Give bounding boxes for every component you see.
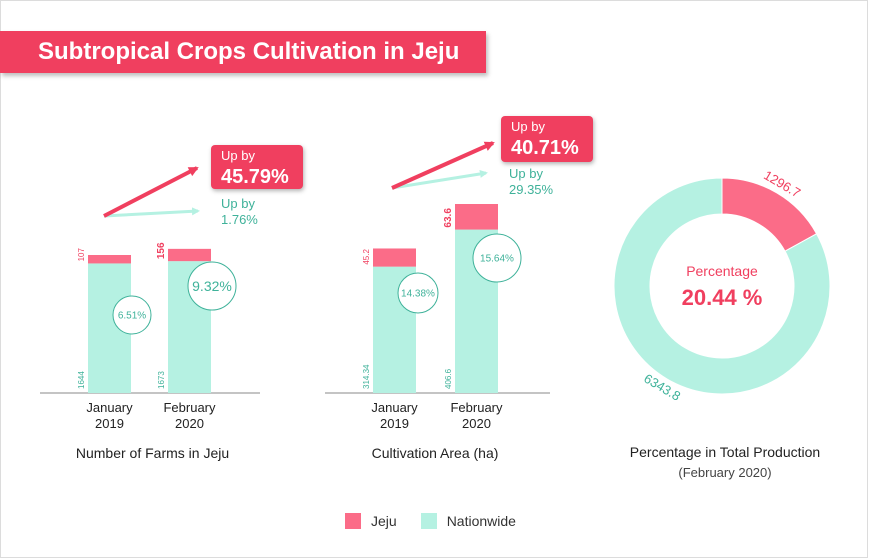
area-chart-caption: Cultivation Area (ha) [371, 445, 499, 461]
growth-arrow-nationwide [391, 169, 488, 190]
x-tick-label: February [450, 400, 503, 415]
legend-label-nationwide: Nationwide [446, 513, 516, 529]
bar-jeju [373, 248, 416, 267]
bar-jeju [88, 255, 131, 264]
growth-box-jeju [211, 145, 303, 189]
growth-nationwide-label: Up by [221, 196, 255, 211]
ratio-circle [187, 261, 237, 311]
growth-jeju-label: Up by [511, 119, 545, 134]
growth-jeju-value: 40.71% [511, 137, 579, 159]
donut-slice-jeju [721, 177, 818, 252]
donut-chart-subcaption: (February 2020) [678, 465, 772, 480]
donut-center-value: 20.44 % [682, 285, 763, 310]
x-tick-label: 2020 [462, 416, 491, 431]
ratio-label: 14.38% [401, 289, 435, 300]
ratio-label: 6.51% [118, 311, 146, 322]
donut-slice-nationwide [613, 177, 831, 395]
legend: Jeju Nationwide [345, 511, 540, 531]
legend-item-jeju: Jeju [345, 513, 397, 529]
ratio-circle [112, 295, 152, 335]
growth-arrow-jeju [391, 141, 495, 190]
donut-chart-caption: Percentage in Total Production [629, 444, 821, 460]
x-tick-label: 2019 [380, 416, 409, 431]
ratio-circle [397, 272, 439, 314]
x-tick-label: 2019 [95, 416, 124, 431]
bar-label-nationwide: 314.34 [362, 364, 371, 389]
bar-label-jeju: 45.2 [362, 249, 371, 265]
x-tick-label: January [86, 400, 133, 415]
donut-center-label: Percentage [686, 263, 758, 279]
bar-label-nationwide: 406.6 [444, 368, 453, 389]
bar-label-jeju: 63.6 [443, 208, 454, 228]
ratio-label: 15.64% [480, 254, 514, 265]
chart-title: Subtropical Crops Cultivation in Jeju [0, 31, 486, 73]
bar-label-jeju: 107 [77, 248, 86, 262]
growth-nationwide-value: 1.76% [221, 212, 258, 227]
ratio-circle [472, 233, 522, 283]
growth-nationwide-value: 29.35% [509, 182, 554, 197]
legend-swatch-nationwide [420, 513, 437, 529]
ratio-label: 9.32% [192, 278, 232, 294]
x-tick-label: January [371, 400, 418, 415]
legend-swatch-jeju [345, 513, 361, 529]
bar-label-nationwide: 1644 [77, 371, 86, 389]
bar-label-jeju: 156 [156, 242, 167, 259]
farms-chart-caption: Number of Farms in Jeju [75, 445, 230, 461]
x-tick-label: 2020 [175, 416, 204, 431]
growth-arrow-nationwide [103, 207, 200, 218]
growth-jeju-value: 45.79% [221, 166, 289, 188]
bar-jeju [168, 248, 211, 262]
growth-arrow-jeju [103, 166, 199, 218]
growth-nationwide-label: Up by [509, 166, 543, 181]
bar-jeju [455, 204, 498, 230]
growth-box-jeju [501, 116, 593, 162]
bar-label-nationwide: 1673 [157, 371, 166, 389]
growth-jeju-label: Up by [221, 148, 255, 163]
legend-item-nationwide: Nationwide [420, 513, 516, 529]
x-tick-label: February [163, 400, 216, 415]
legend-label-jeju: Jeju [371, 513, 397, 529]
